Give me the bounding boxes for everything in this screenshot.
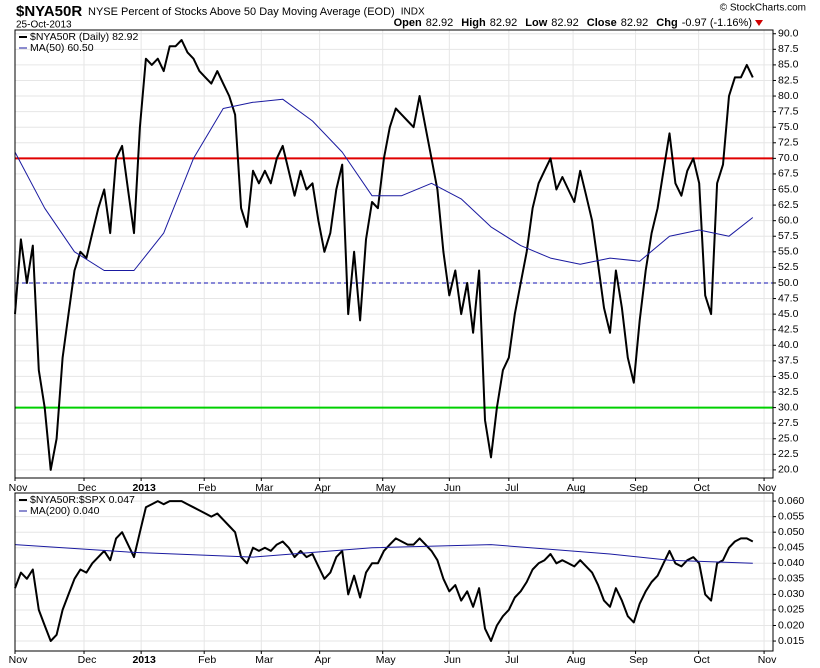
y-tick-label: 55.0	[778, 246, 799, 258]
y-tick-label: 90.0	[778, 28, 799, 40]
y-tick-label: 0.025	[778, 604, 804, 616]
y-tick-label: 0.045	[778, 542, 804, 554]
x-tick-label: Oct	[693, 654, 709, 666]
legend-label: MA(200) 0.040	[30, 505, 100, 517]
y-tick-label: 0.060	[778, 495, 804, 507]
x-tick-label: Jul	[505, 482, 518, 494]
x-tick-label: Sep	[629, 482, 648, 494]
y-tick-label: 82.5	[778, 74, 799, 86]
y-tick-label: 0.035	[778, 573, 804, 585]
x-tick-label: Oct	[693, 482, 709, 494]
x-tick-label: Jun	[444, 482, 461, 494]
x-tick-label: Jun	[444, 654, 461, 666]
quote-label: Low	[525, 17, 547, 29]
plot-frame	[14, 29, 774, 479]
symbol: $NYA50R	[16, 3, 82, 20]
x-tick-label: Mar	[255, 654, 274, 666]
y-tick-label: 25.0	[778, 433, 799, 445]
quote-value: 82.92	[426, 17, 454, 29]
y-tick-label: 57.5	[778, 230, 799, 242]
y-tick-label: 35.0	[778, 370, 799, 382]
y-tick-label: 32.5	[778, 386, 799, 398]
y-tick-label: 37.5	[778, 355, 799, 367]
x-tick-label: Aug	[567, 654, 586, 666]
series-line	[14, 98, 754, 271]
y-tick-label: 0.015	[778, 635, 804, 647]
exchange: INDX	[401, 7, 425, 18]
x-tick-label: 2013	[132, 654, 156, 666]
y-tick-label: 85.0	[778, 59, 799, 71]
y-tick-label: 42.5	[778, 323, 799, 335]
y-tick-label: 72.5	[778, 137, 799, 149]
y-tick-label: 30.0	[778, 401, 799, 413]
y-tick-label: 40.0	[778, 339, 799, 351]
y-tick-label: 47.5	[778, 292, 799, 304]
x-tick-label: Jul	[505, 654, 518, 666]
quote-label: Open	[394, 17, 422, 29]
quote-label: Chg	[656, 17, 677, 29]
x-tick-label: May	[376, 482, 397, 494]
y-tick-label: 0.040	[778, 557, 804, 569]
x-tick-label: Dec	[78, 482, 97, 494]
y-tick-label: 62.5	[778, 199, 799, 211]
plot-frame	[14, 492, 774, 652]
x-tick-label: Sep	[629, 654, 648, 666]
y-tick-label: 45.0	[778, 308, 799, 320]
y-tick-label: 0.055	[778, 510, 804, 522]
y-tick-label: 87.5	[778, 43, 799, 55]
y-tick-label: 0.030	[778, 588, 804, 600]
x-tick-label: Apr	[314, 482, 331, 494]
quote-value: 82.92	[551, 17, 579, 29]
x-tick-label: Mar	[255, 482, 274, 494]
series-line	[14, 500, 754, 642]
quote-value: 82.92	[621, 17, 649, 29]
y-tick-label: 60.0	[778, 214, 799, 226]
date: 25-Oct-2013	[16, 20, 72, 31]
y-tick-label: 70.0	[778, 152, 799, 164]
y-tick-label: 67.5	[778, 168, 799, 180]
y-tick-label: 65.0	[778, 183, 799, 195]
x-tick-label: May	[376, 654, 397, 666]
quote-value: 82.92	[490, 17, 518, 29]
x-tick-label: Nov	[758, 654, 777, 666]
x-tick-label: Feb	[198, 654, 216, 666]
quote-label: Close	[587, 17, 617, 29]
y-tick-label: 0.050	[778, 526, 804, 538]
x-tick-label: Nov	[9, 654, 28, 666]
series-line	[14, 544, 753, 564]
x-tick-label: Feb	[198, 482, 216, 494]
x-tick-label: Aug	[567, 482, 586, 494]
source: © StockCharts.com	[720, 3, 806, 14]
y-tick-label: 50.0	[778, 277, 799, 289]
legend-label: $NYA50R:$SPX 0.047	[30, 494, 135, 506]
series-line	[14, 39, 754, 471]
y-tick-label: 0.020	[778, 619, 804, 631]
legend-label: $NYA50R (Daily) 82.92	[30, 31, 139, 43]
quote: Open 82.92 High 82.92 Low 82.92 Close 82.92 Chg -…	[394, 17, 752, 29]
x-tick-label: Nov	[9, 482, 28, 494]
y-tick-label: 22.5	[778, 448, 799, 460]
legend-label: MA(50) 60.50	[30, 42, 94, 54]
x-tick-label: Dec	[78, 654, 97, 666]
x-tick-label: 2013	[132, 482, 156, 494]
quote-label: High	[461, 17, 486, 29]
quote-value: -0.97 (-1.16%)	[682, 17, 752, 29]
y-tick-label: 27.5	[778, 417, 799, 429]
down-arrow	[755, 20, 763, 26]
y-tick-label: 80.0	[778, 90, 799, 102]
x-tick-label: Apr	[314, 654, 331, 666]
chart-title: NYSE Percent of Stocks Above 50 Day Movi…	[88, 6, 395, 18]
x-tick-label: Nov	[758, 482, 777, 494]
y-tick-label: 52.5	[778, 261, 799, 273]
y-tick-label: 77.5	[778, 105, 799, 117]
y-tick-label: 75.0	[778, 121, 799, 133]
y-tick-label: 20.0	[778, 464, 799, 476]
